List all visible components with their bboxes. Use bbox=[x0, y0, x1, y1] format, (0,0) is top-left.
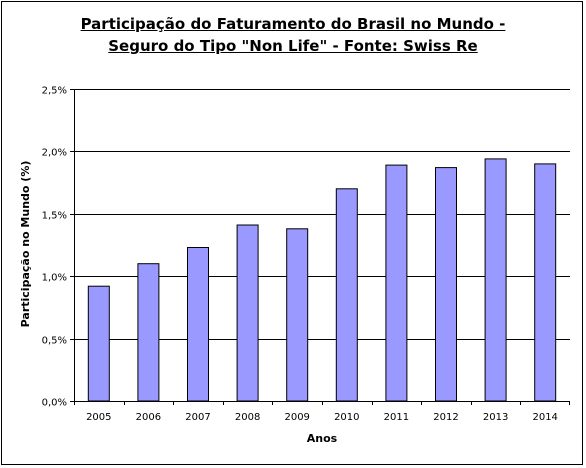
chart-title-line-1: Participação do Faturamento do Brasil no… bbox=[80, 15, 506, 33]
bar-2009 bbox=[286, 228, 309, 402]
x-tick-label: 2009 bbox=[284, 412, 309, 423]
bar-2014 bbox=[534, 163, 557, 402]
x-tick-label: 2014 bbox=[532, 412, 557, 423]
x-tick-label: 2007 bbox=[185, 412, 210, 423]
y-tick-label: 1,5% bbox=[42, 211, 67, 222]
y-tick-labels: 0,0% 0,5% 1,0% 1,5% 2,0% 2,5% bbox=[42, 86, 67, 409]
y-tick-label: 2,5% bbox=[42, 86, 67, 97]
bar-2005 bbox=[87, 285, 110, 402]
bar-2007 bbox=[187, 247, 209, 402]
y-tick-label: 1,0% bbox=[42, 273, 67, 284]
bar-2008 bbox=[236, 224, 259, 402]
x-tick-labels: 2005 2006 2007 2008 2009 2010 2011 2012 2013 2014 bbox=[86, 412, 558, 423]
x-axis-title: Anos bbox=[307, 432, 338, 445]
bar-2012 bbox=[435, 167, 457, 402]
bar-2011 bbox=[385, 164, 408, 402]
bar-2013 bbox=[484, 158, 507, 402]
x-tick-label: 2011 bbox=[384, 412, 409, 423]
y-tick-label: 0,5% bbox=[42, 336, 67, 347]
bars bbox=[87, 158, 557, 402]
y-axis-title: Participação no Mundo (%) bbox=[19, 161, 32, 328]
bar-2010 bbox=[335, 188, 358, 402]
x-tick-label: 2005 bbox=[86, 412, 111, 423]
x-tick-label: 2013 bbox=[483, 412, 508, 423]
x-tick-label: 2012 bbox=[433, 412, 458, 423]
bar-2006 bbox=[137, 263, 160, 402]
y-tick-label: 0,0% bbox=[42, 398, 67, 409]
axes bbox=[70, 89, 570, 405]
x-tick-label: 2010 bbox=[334, 412, 359, 423]
y-tick-label: 2,0% bbox=[42, 148, 67, 159]
x-tick-label: 2008 bbox=[235, 412, 260, 423]
chart-title-line-2: Seguro do Tipo "Non Life" - Fonte: Swiss… bbox=[108, 37, 478, 55]
x-tick-label: 2006 bbox=[136, 412, 161, 423]
